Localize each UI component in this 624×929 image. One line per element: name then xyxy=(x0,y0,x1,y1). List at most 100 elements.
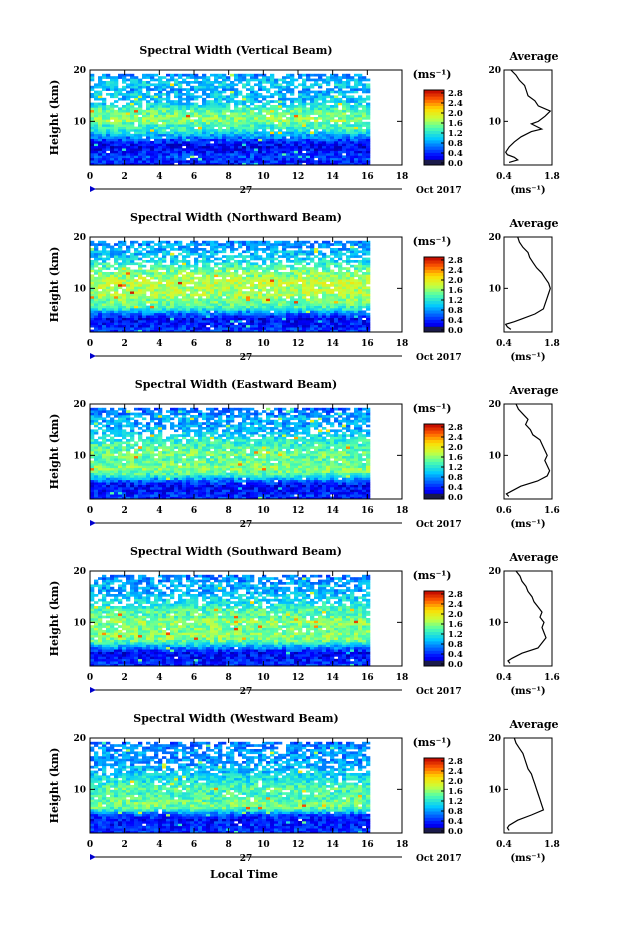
heatmap-cell xyxy=(366,308,371,311)
heatmap-cell xyxy=(154,93,159,96)
heatmap-cell xyxy=(130,305,135,309)
heatmap-cell xyxy=(306,93,311,96)
heatmap-cell xyxy=(190,160,195,163)
heatmap-cell xyxy=(190,308,195,311)
heatmap-cell xyxy=(222,73,227,77)
heatmap-cell xyxy=(274,267,279,270)
heatmap-cell xyxy=(214,85,219,89)
heatmap-cell xyxy=(234,262,239,266)
heatmap-cell xyxy=(270,288,275,292)
heatmap-cell xyxy=(262,320,267,323)
heatmap-cell xyxy=(318,155,323,159)
heatmap-cell xyxy=(230,310,235,314)
heatmap-cell xyxy=(326,83,331,87)
heatmap-cell xyxy=(318,109,323,113)
heatmap-cell xyxy=(354,73,359,77)
heatmap-cell xyxy=(258,310,263,314)
heatmap-cell xyxy=(214,97,219,101)
heatmap-cell xyxy=(178,329,183,333)
heatmap-cell xyxy=(178,83,183,87)
heatmap-cell xyxy=(346,305,351,309)
heatmap-cell xyxy=(114,298,119,302)
heatmap-cell xyxy=(90,117,95,120)
heatmap-cell xyxy=(206,281,211,285)
heatmap-cell xyxy=(114,281,119,285)
heatmap-cell xyxy=(170,310,175,314)
heatmap-cell xyxy=(218,121,223,125)
heatmap-cell xyxy=(182,153,187,156)
heatmap-cell xyxy=(138,78,143,82)
heatmap-cell xyxy=(130,126,135,130)
heatmap-cell xyxy=(214,138,219,142)
heatmap-cell xyxy=(134,102,139,106)
heatmap-cell xyxy=(250,252,255,256)
heatmap-cell xyxy=(170,136,175,139)
heatmap-cell xyxy=(194,90,199,94)
heatmap-cell xyxy=(150,245,155,249)
heatmap-cell xyxy=(178,148,183,151)
heatmap-cell xyxy=(338,119,343,123)
heatmap-cell xyxy=(358,148,363,151)
heatmap-cell xyxy=(166,150,171,154)
heatmap-cell xyxy=(138,95,143,99)
heatmap-cell xyxy=(106,305,111,309)
heatmap-cell xyxy=(98,252,103,256)
heatmap-cell xyxy=(198,136,203,139)
heatmap-cell xyxy=(286,329,291,333)
heatmap-cell xyxy=(106,119,111,123)
heatmap-cell xyxy=(318,162,323,166)
heatmap-cell xyxy=(230,286,235,290)
heatmap-cell xyxy=(298,296,303,299)
heatmap-cell xyxy=(254,93,259,96)
heatmap-cell xyxy=(358,102,363,106)
heatmap-cell xyxy=(366,105,371,108)
heatmap-cell xyxy=(350,274,355,278)
heatmap-cell xyxy=(254,276,259,280)
heatmap-cell xyxy=(226,300,231,304)
heatmap-cell xyxy=(294,141,299,144)
heatmap-cell xyxy=(350,240,355,244)
heatmap-cell xyxy=(250,279,255,282)
heatmap-cell xyxy=(174,150,179,154)
heatmap-cell xyxy=(322,240,327,244)
heatmap-cell xyxy=(174,286,179,290)
heatmap-cell xyxy=(190,317,195,321)
heatmap-cell xyxy=(322,112,327,115)
heatmap-cell xyxy=(182,317,187,321)
heatmap-cell xyxy=(286,264,291,268)
heatmap-cell xyxy=(126,138,131,142)
heatmap-cell xyxy=(314,264,319,268)
heatmap-cell xyxy=(242,119,247,123)
heatmap-cell xyxy=(354,136,359,139)
heatmap-cell xyxy=(350,284,355,287)
heatmap-cell xyxy=(214,102,219,106)
heatmap-cell xyxy=(126,107,131,111)
heatmap-cell xyxy=(298,310,303,314)
heatmap-cell xyxy=(110,155,115,159)
heatmap-cell xyxy=(102,279,107,282)
heatmap-cell xyxy=(162,112,167,115)
heatmap-cell xyxy=(98,262,103,266)
heatmap-cell xyxy=(194,95,199,99)
heatmap-cell xyxy=(274,126,279,130)
heatmap-cell xyxy=(142,114,147,118)
heatmap-cell xyxy=(266,245,271,249)
heatmap-cell xyxy=(270,284,275,287)
heatmap-cell xyxy=(362,291,367,294)
heatmap-cell xyxy=(230,240,235,244)
heatmap-cell xyxy=(314,310,319,314)
heatmap-cell xyxy=(194,243,199,246)
heatmap-cell xyxy=(174,260,179,263)
heatmap-cell xyxy=(230,153,235,156)
heatmap-cell xyxy=(298,312,303,316)
heatmap-cell xyxy=(182,78,187,82)
heatmap-cell xyxy=(342,317,347,321)
heatmap-cell xyxy=(270,279,275,282)
heatmap-cell xyxy=(350,255,355,258)
heatmap-cell xyxy=(346,143,351,147)
heatmap-cell xyxy=(362,133,367,137)
heatmap-cell xyxy=(334,496,339,500)
heatmap-cell xyxy=(286,250,291,254)
heatmap-cell xyxy=(194,324,199,328)
heatmap-cell xyxy=(90,291,95,294)
